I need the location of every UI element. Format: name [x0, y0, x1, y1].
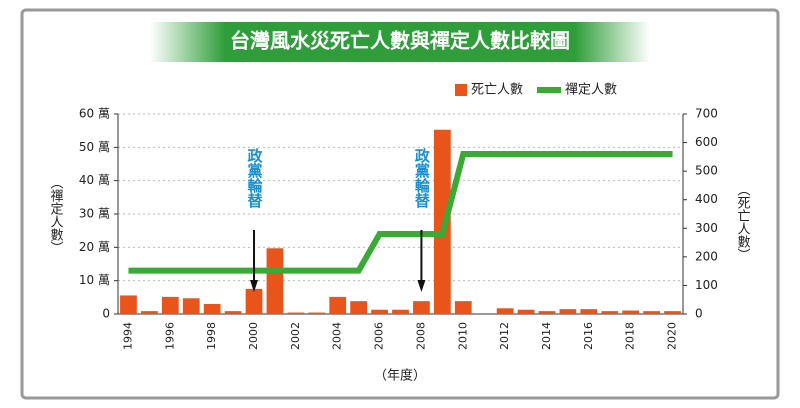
y2-axis-title: （死亡人數）: [735, 183, 751, 261]
x-tick-label: 2000: [247, 322, 260, 350]
bar: [141, 311, 158, 314]
x-tick-label: 2012: [498, 322, 511, 350]
x-tick-label: 2004: [331, 322, 344, 350]
chart-title: 台灣風水災死亡人數與禪定人數比較圖: [230, 29, 570, 53]
y2-tick-label: 200: [695, 249, 718, 263]
legend-label: 死亡人數: [471, 83, 523, 98]
x-tick-label: 1998: [205, 322, 218, 350]
x-tick-label: 2002: [289, 322, 302, 350]
bar: [392, 309, 409, 314]
annotation: 政黨輪替: [246, 147, 264, 209]
bar: [622, 310, 640, 314]
legend-label: 禪定人數: [565, 82, 617, 98]
x-tick-label: 2008: [414, 322, 427, 350]
y-tick-label: 10 萬: [79, 273, 110, 287]
x-tick-label: 2016: [582, 322, 595, 350]
bar: [224, 311, 242, 314]
annotation-arrowhead: [250, 280, 259, 292]
title-banner: [150, 22, 650, 62]
bar: [329, 296, 347, 314]
x-tick-label: 1996: [163, 322, 176, 350]
bar: [643, 311, 660, 314]
bar: [245, 288, 263, 314]
y-tick-label: 30 萬: [79, 207, 110, 221]
y-tick-label: 20 萬: [79, 240, 110, 254]
bar: [559, 309, 577, 314]
annotation-arrowhead: [417, 280, 426, 292]
y2-tick-label: 300: [695, 221, 718, 235]
bar: [601, 311, 619, 314]
bar: [371, 309, 388, 314]
bar: [538, 311, 556, 314]
x-tick-label: 2006: [373, 322, 386, 350]
y-tick-label: 60 萬: [79, 107, 110, 121]
line: [128, 151, 673, 274]
y2-tick-label: 700: [695, 107, 718, 121]
x-tick-label: 1994: [121, 322, 134, 350]
bar: [287, 312, 305, 314]
bar: [454, 301, 472, 314]
bar: [308, 312, 326, 314]
bar: [182, 298, 200, 314]
bar: [161, 296, 179, 314]
y-axis-title: （禪定人數）: [48, 176, 64, 254]
x-axis-title: （年度）: [374, 368, 426, 384]
bar: [120, 295, 137, 314]
y2-tick-label: 400: [695, 192, 718, 206]
x-tick-label: 2020: [666, 322, 679, 350]
y2-tick-label: 500: [695, 164, 718, 178]
bar: [203, 304, 221, 314]
x-tick-label: 2010: [456, 322, 469, 350]
y2-tick-label: 600: [695, 135, 718, 149]
x-tick-label: 2014: [540, 322, 553, 350]
bar: [350, 301, 368, 314]
bar: [664, 311, 681, 314]
y2-tick-label: 0: [695, 307, 703, 321]
bar: [517, 309, 535, 314]
y2-tick-label: 100: [695, 278, 718, 292]
annotation: 政黨輪替: [413, 147, 431, 209]
bar: [413, 301, 430, 314]
bar: [433, 129, 451, 314]
y-tick-label: 50 萬: [79, 140, 110, 154]
frame: [20, 8, 780, 400]
y-tick-label: 0: [102, 307, 110, 321]
bar: [266, 248, 284, 314]
bar: [496, 308, 514, 314]
bar: [580, 309, 598, 314]
x-tick-label: 2018: [624, 322, 637, 350]
legend-swatch: [455, 84, 467, 96]
y-tick-label: 40 萬: [79, 173, 110, 187]
